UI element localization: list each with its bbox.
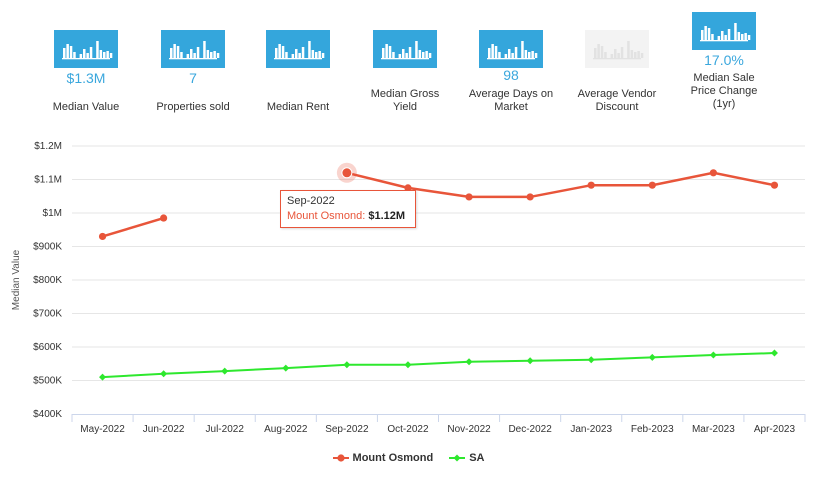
data-point-sa	[160, 370, 168, 378]
stat-value: $1.3M	[66, 70, 106, 86]
tooltip-value: $1.12M	[368, 210, 406, 222]
stat-label: Average Days on Market	[457, 88, 565, 114]
data-point-sa	[343, 361, 351, 369]
data-point-sa	[648, 353, 656, 361]
stat-label-line: Average Days on	[468, 88, 554, 100]
data-point-mount-osmond	[587, 181, 595, 189]
series-line-mount-osmond	[102, 171, 775, 238]
series-line-sa	[102, 352, 775, 379]
y-axis-label: Median Value	[11, 249, 22, 310]
stat-label-line: Market	[494, 101, 528, 113]
stat-label: Median Value	[32, 101, 140, 114]
x-tick-label: Jun-2022	[143, 424, 185, 435]
bar-chart-icon	[585, 30, 649, 68]
legend-item-mount-osmond[interactable]: Mount Osmond	[332, 452, 434, 465]
data-point-sa	[770, 349, 778, 357]
y-tick-label: $1M	[43, 208, 62, 219]
bar-chart-icon	[54, 30, 118, 68]
data-point-mount-osmond	[526, 193, 534, 201]
data-point-mount-osmond	[709, 169, 717, 177]
x-tick-label: Aug-2022	[264, 424, 308, 435]
stat-label: Median Rent	[244, 101, 352, 114]
stat-label-line: Price Change	[690, 85, 758, 97]
data-point-mount-osmond	[341, 167, 353, 179]
data-point-mount-osmond	[770, 181, 779, 189]
stat-label-line: Discount	[595, 101, 639, 113]
stat-label-line: Median Sale	[693, 72, 755, 84]
data-point-sa	[221, 367, 229, 375]
stats-bar: $1.3M Median Value 7 Properties sold Median …	[0, 0, 817, 130]
legend-label: Mount Osmond	[352, 452, 434, 465]
x-tick-label: Oct-2022	[387, 424, 429, 435]
data-point-sa	[709, 351, 717, 359]
data-point-mount-osmond	[160, 214, 168, 222]
stat-label-line: Median Rent	[266, 101, 330, 113]
data-point-mount-osmond	[404, 184, 412, 192]
data-point-mount-osmond	[648, 181, 656, 189]
data-point-sa	[465, 358, 473, 366]
x-tick-label: Apr-2023	[754, 424, 796, 435]
legend-label: SA	[469, 452, 485, 465]
y-tick-label: $1.1M	[34, 175, 62, 186]
x-tick-label: Mar-2023	[692, 424, 735, 435]
x-tick-label: Dec-2022	[508, 424, 552, 435]
bar-chart-icon	[479, 30, 543, 68]
x-tick-label: Feb-2023	[631, 424, 674, 435]
y-tick-label: $1.2M	[34, 141, 62, 152]
data-point-sa	[404, 361, 412, 369]
bar-chart-icon	[692, 12, 756, 50]
y-tick-label: $400K	[33, 409, 62, 420]
legend-marker-icon	[332, 454, 349, 462]
stat-label-line: Median Value	[52, 101, 120, 113]
data-point-sa	[587, 356, 595, 364]
y-tick-label: $600K	[33, 342, 62, 353]
x-tick-label: Nov-2022	[447, 424, 491, 435]
median-value-chart: $400K $500K $600K $700K $800K $900K $1M $1.1M $1…	[11, 141, 806, 435]
stat-value: 98	[503, 67, 519, 83]
data-point-mount-osmond	[465, 193, 473, 201]
x-tick-label: Jan-2023	[570, 424, 612, 435]
bar-chart-icon	[161, 30, 225, 68]
stat-label-line: Properties sold	[156, 101, 230, 113]
stat-label: Average Vendor Discount	[563, 88, 671, 114]
bar-chart-icon	[266, 30, 330, 68]
y-tick-label: $700K	[33, 309, 62, 320]
stat-label: Median Gross Yield	[351, 88, 459, 114]
data-point-sa	[526, 357, 534, 365]
stat-label: Properties sold	[139, 101, 247, 114]
stat-value: 17.0%	[704, 52, 744, 68]
data-point-sa	[282, 364, 290, 372]
stat-label-line: (1yr)	[712, 98, 736, 110]
stat-label-line: Yield	[392, 101, 418, 113]
x-tick-label: Jul-2022	[206, 424, 245, 435]
y-tick-label: $800K	[33, 275, 62, 286]
legend-item-sa[interactable]: SA	[449, 452, 484, 464]
bar-chart-icon	[373, 30, 437, 68]
stat-label: Median Sale Price Change (1yr)	[670, 72, 778, 111]
stat-label-line: Average Vendor	[577, 88, 657, 100]
legend-marker-icon	[449, 454, 466, 462]
x-tick-label: Sep-2022	[325, 424, 369, 435]
y-tick-label: $900K	[33, 242, 62, 253]
stat-value: 7	[189, 70, 197, 86]
data-point-mount-osmond	[98, 232, 107, 241]
y-tick-label: $500K	[33, 376, 62, 387]
tooltip-series: Mount Osmond	[287, 210, 363, 222]
x-tick-label: May-2022	[80, 424, 125, 435]
chart-legend: Mount Osmond SA	[0, 452, 817, 468]
data-point-sa	[99, 373, 107, 381]
tooltip-period: Sep-2022	[287, 195, 335, 207]
stat-label-line: Median Gross	[370, 88, 440, 100]
chart-tooltip: Sep-2022 Mount Osmond: $1.12M	[280, 190, 416, 228]
